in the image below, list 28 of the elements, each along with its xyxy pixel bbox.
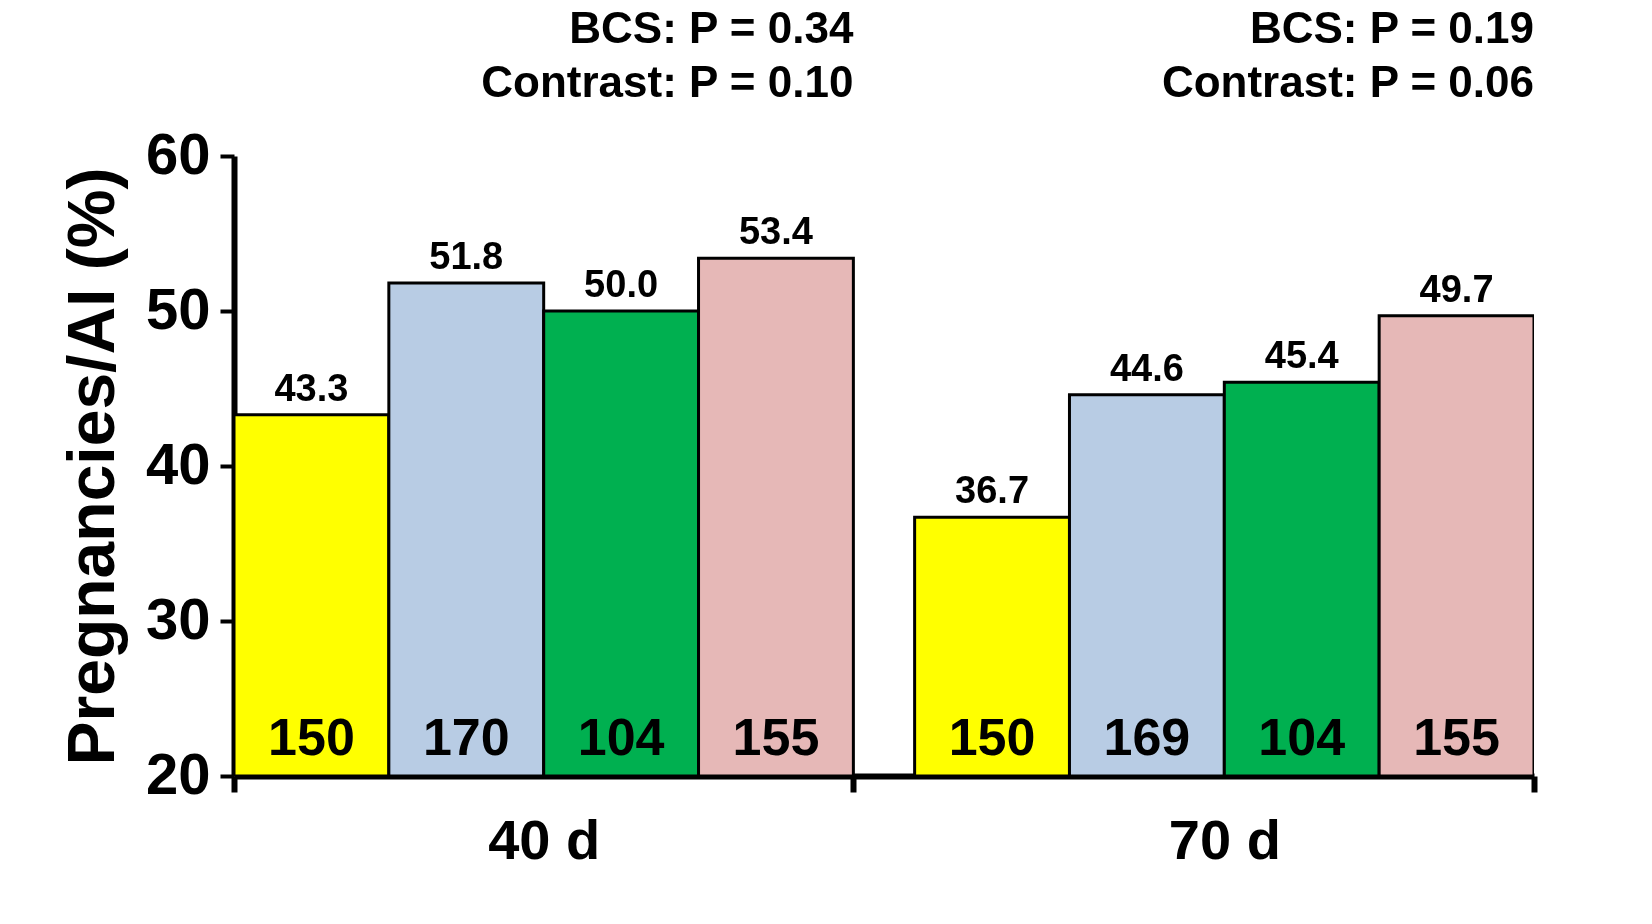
text: Contrast: P = 0.10 [481,57,854,106]
annotation: 170 [422,708,510,766]
data-label: 43.3 [274,366,349,409]
data-label: 53.4 [738,210,813,253]
data-label: 51.8 [429,235,504,278]
data-label: 50.0 [584,263,659,305]
text: Contrast: P = 0.06 [1161,57,1534,106]
y-tick-label: 40 [145,430,211,496]
annotation: 155 [732,708,820,766]
data-label: 45.4 [1264,334,1339,377]
data-label: 44.6 [1109,346,1184,389]
y-tick-label: 20 [145,740,211,806]
text: BCS: P = 0.34 [569,3,854,52]
annotation: 169 [1103,708,1191,766]
data-label: 49.7 [1419,267,1494,310]
x-tick-label: 70 d [1168,807,1281,871]
annotation: 150 [268,708,355,766]
annotation: 104 [1258,708,1346,766]
annotation: 150 [948,708,1036,766]
annotation: 104 [577,708,665,766]
x-tick-label: 40 d [488,807,601,871]
text: BCS: P = 0.19 [1249,3,1534,52]
data-label: 36.7 [955,469,1030,512]
y-tick-label: 50 [145,275,211,341]
y-tick-label: 30 [145,585,211,651]
annotation: 155 [1413,708,1500,766]
y-tick-label: 60 [145,120,211,186]
y-axis-title: Pregnancies/AI (%) [53,167,128,766]
